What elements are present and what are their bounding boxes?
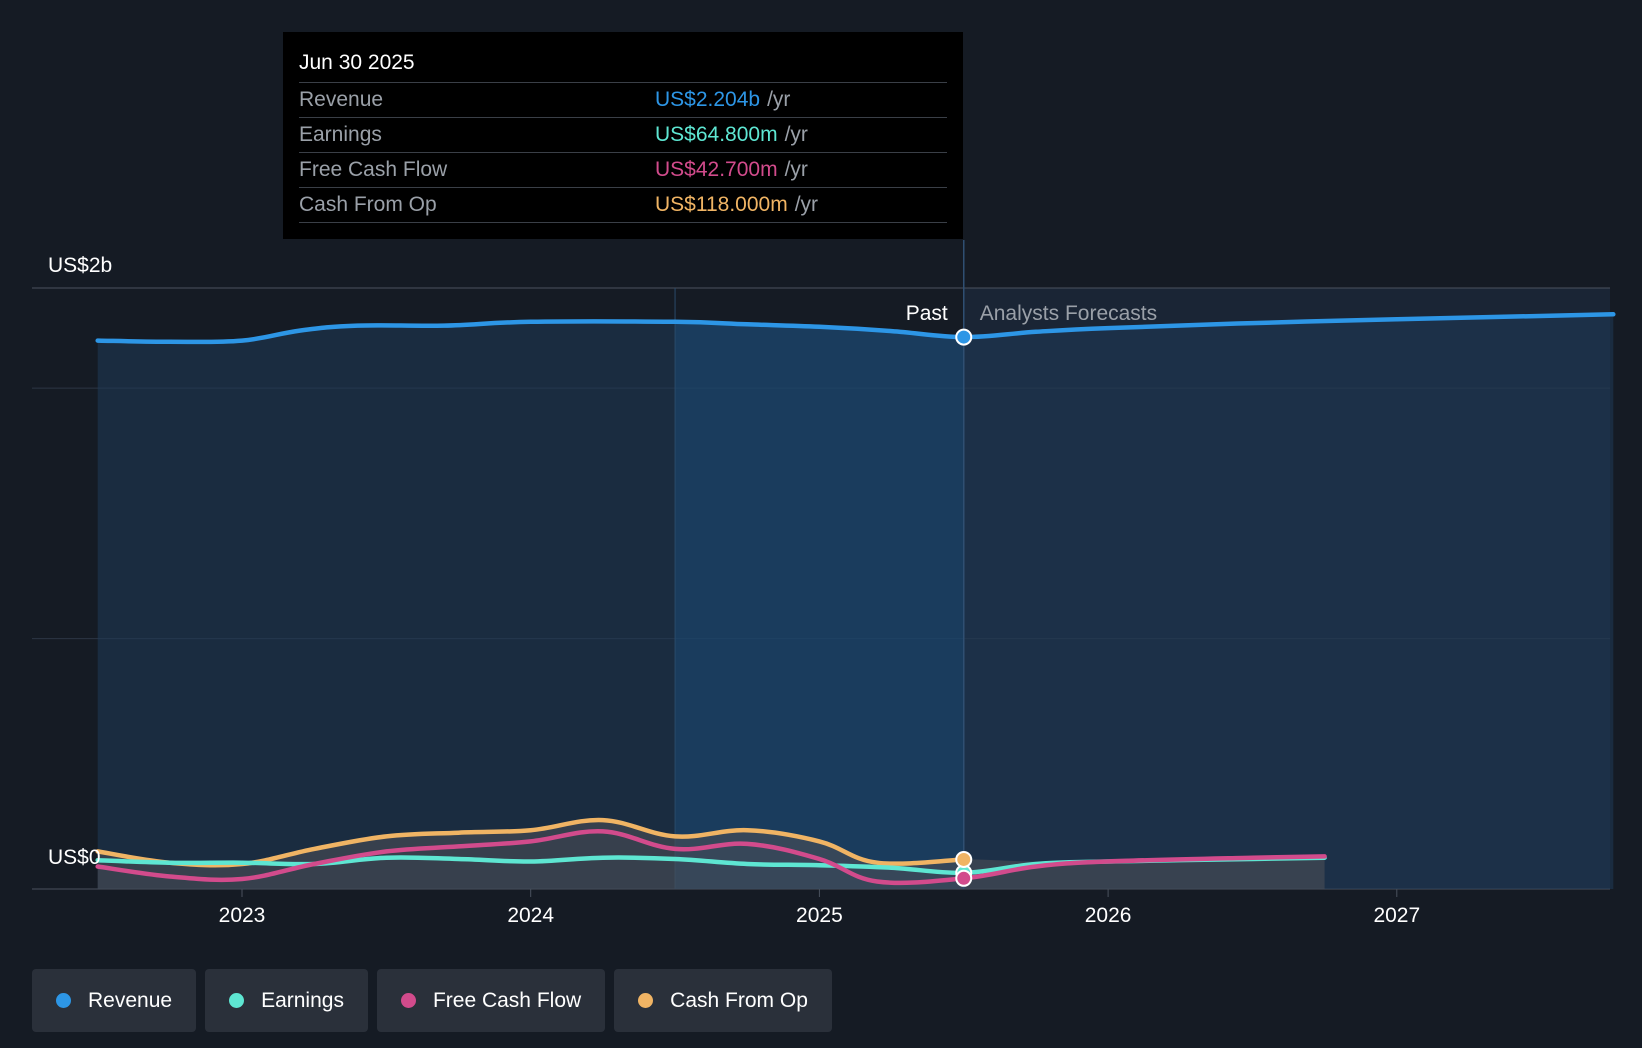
legend-item-free-cash-flow[interactable]: Free Cash Flow [376, 969, 606, 1032]
chart-plot: US$2b US$0 2023 2024 2025 2026 2027 Past Analyst… [32, 240, 1616, 927]
tooltip-row-free-cash-flow: Free Cash Flow US$42.700m /yr [299, 152, 947, 187]
tooltip-value: US$42.700m [655, 158, 778, 181]
cash-from-op-dot-icon [638, 993, 654, 1008]
tooltip-label: Revenue [299, 88, 384, 111]
cash-from-op-point [955, 850, 973, 868]
revenue-point [955, 328, 973, 346]
x-tick-label: 2025 [796, 904, 843, 927]
legend-label: Free Cash Flow [432, 988, 582, 1012]
tooltip-date: Jun 30 2025 [299, 51, 415, 74]
tooltip-value: US$64.800m [655, 123, 778, 146]
legend-label: Earnings [261, 988, 344, 1012]
earnings-dot-icon [229, 993, 245, 1008]
x-tick-label: 2027 [1373, 904, 1420, 927]
free-cash-flow-dot-icon [400, 993, 416, 1008]
free-cash-flow-point [955, 869, 973, 887]
y-axis-bottom-label: US$0 [48, 846, 101, 869]
forecast-label: Analysts Forecasts [980, 302, 1157, 325]
legend-label: Revenue [88, 988, 173, 1012]
x-tick-label: 2024 [507, 904, 554, 927]
revenue-dot-icon [56, 993, 71, 1008]
tooltip-row-cash-from-op: Cash From Op US$118.000m /yr [299, 187, 947, 223]
lower-series-area [97, 820, 1325, 889]
legend-item-earnings[interactable]: Earnings [205, 969, 368, 1032]
tooltip-label: Free Cash Flow [299, 158, 448, 181]
x-tick-label: 2023 [219, 904, 266, 927]
tooltip-value: US$2.204b [655, 88, 761, 111]
legend-item-revenue[interactable]: Revenue [32, 969, 197, 1032]
free-cash-flow-line [95, 829, 1327, 886]
tooltip-row-revenue: Revenue US$2.204b /yr [299, 82, 947, 117]
tooltip-unit: /yr [784, 158, 808, 181]
legend: Revenue Earnings Free Cash Flow Cash Fro… [32, 969, 832, 1032]
past-highlight-area [675, 321, 964, 889]
tooltip-row-earnings: Earnings US$64.800m /yr [299, 117, 947, 152]
tooltip: Jun 30 2025 Revenue US$2.204b /yr Earnin… [283, 32, 963, 239]
past-label: Past [906, 302, 948, 325]
legend-item-cash-from-op[interactable]: Cash From Op [614, 969, 832, 1032]
tooltip-label: Earnings [299, 123, 382, 146]
tooltip-unit: /yr [794, 193, 819, 216]
y-axis-top-label: US$2b [48, 254, 112, 277]
x-tick-label: 2026 [1085, 904, 1132, 927]
tooltip-unit: /yr [767, 88, 791, 111]
tooltip-label: Cash From Op [299, 193, 437, 216]
revenue-line [95, 312, 1616, 345]
tooltip-value: US$118.000m [655, 193, 788, 216]
tooltip-unit: /yr [784, 123, 808, 146]
legend-label: Cash From Op [670, 988, 808, 1012]
